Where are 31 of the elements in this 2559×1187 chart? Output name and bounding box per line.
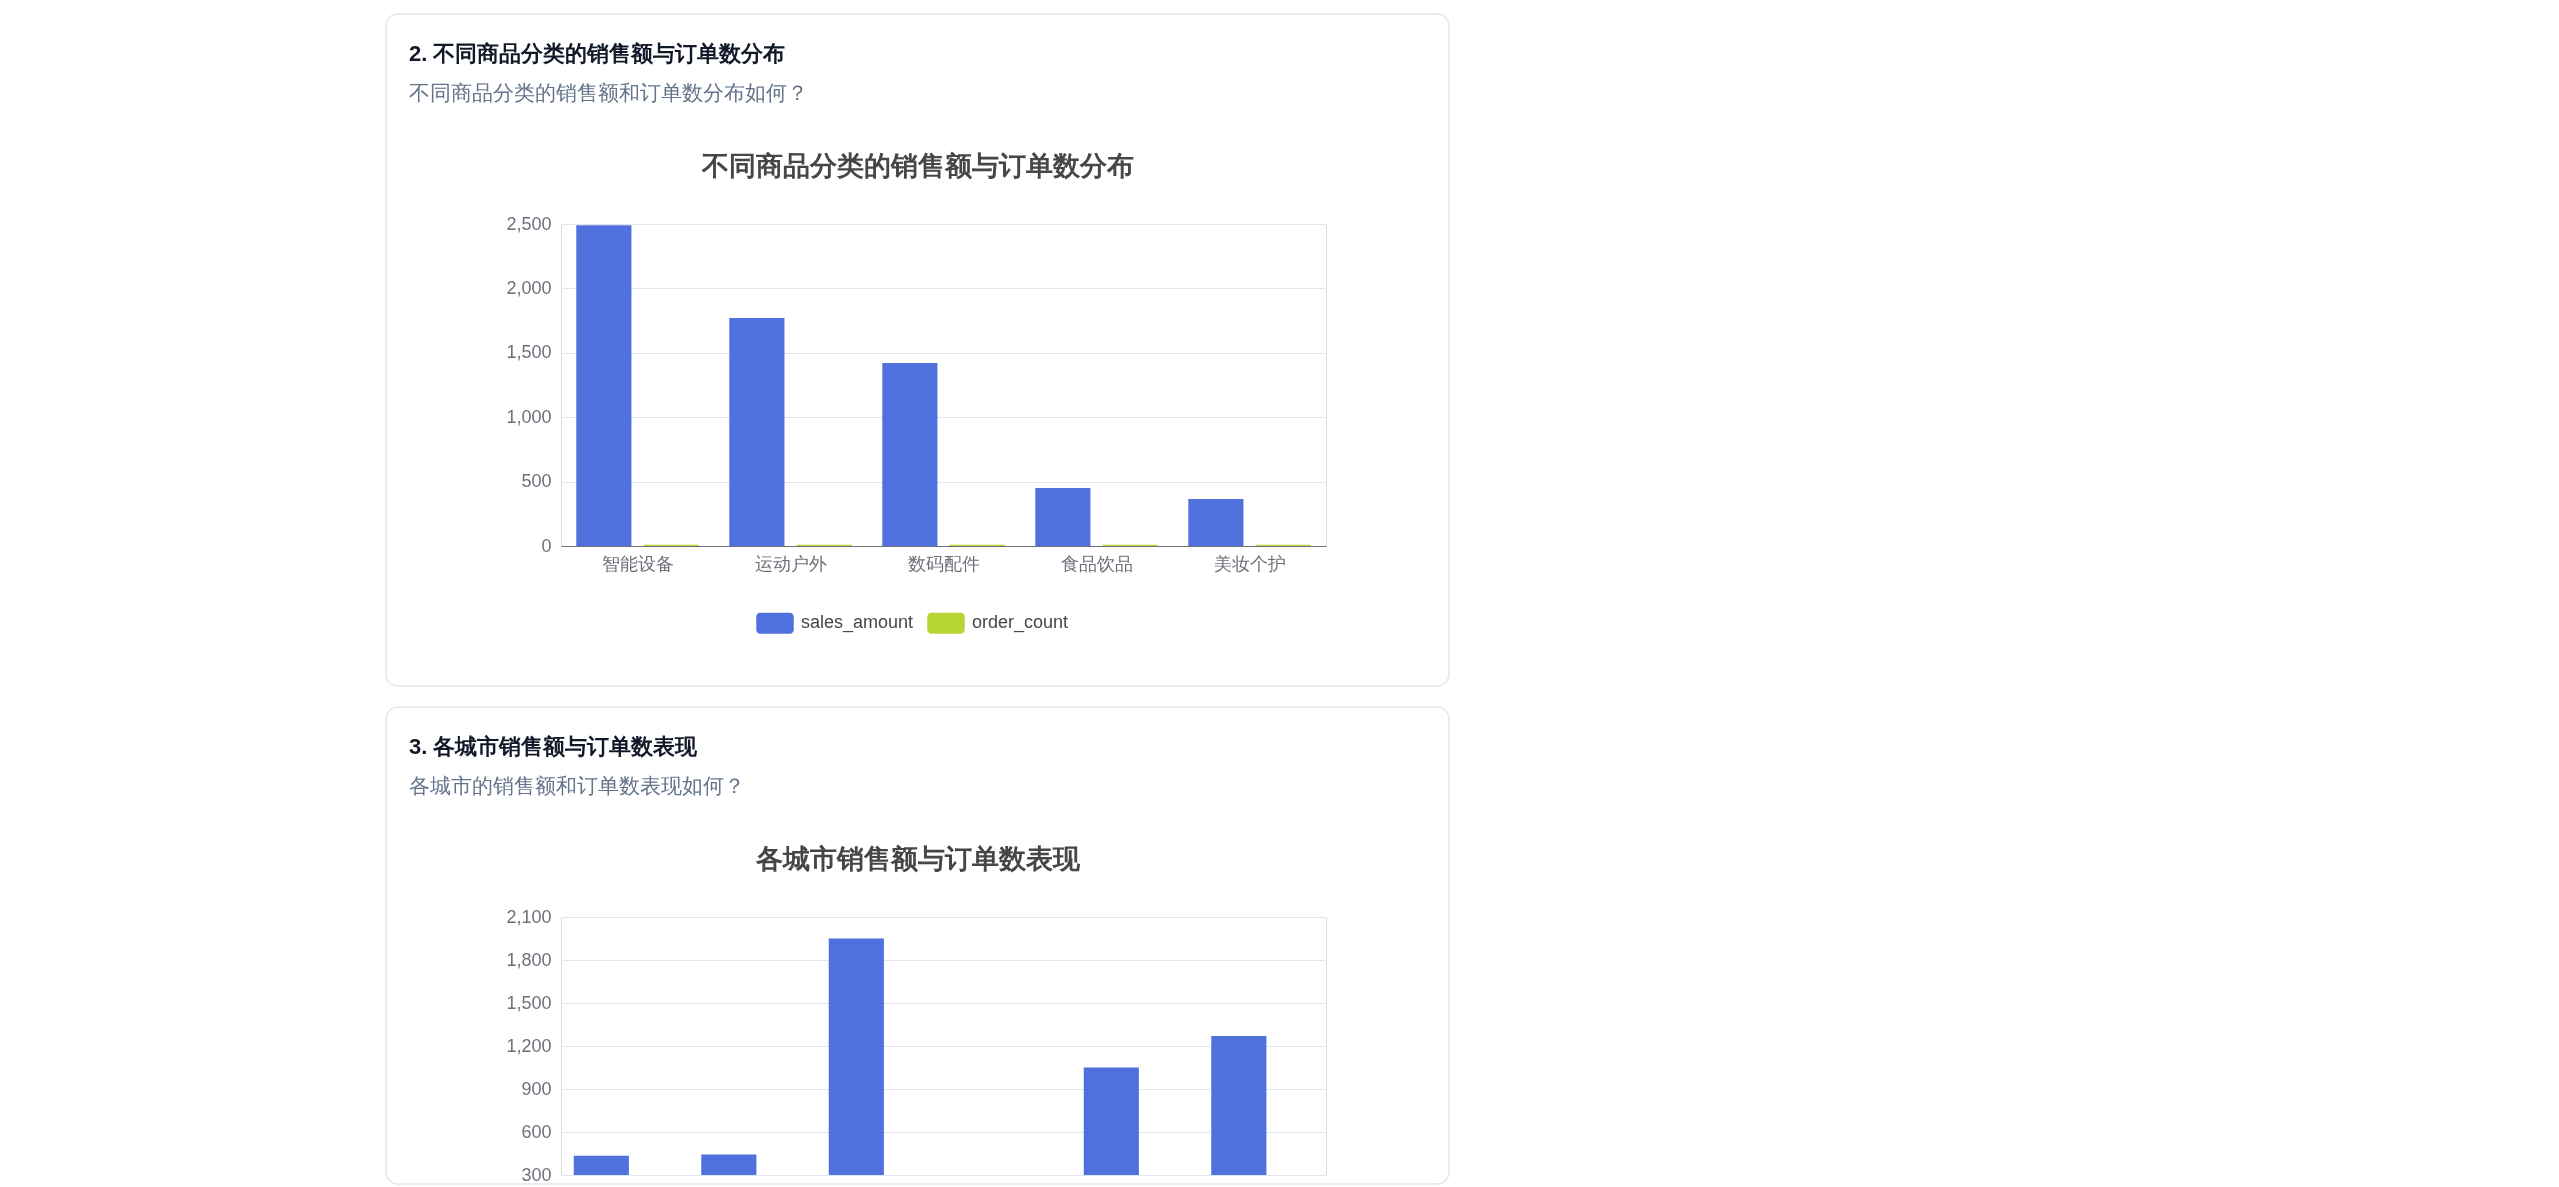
y-tick-label: 500 [521, 471, 552, 492]
y-tick-label: 0 [541, 535, 552, 556]
bar [729, 318, 785, 546]
y-tick-label: 300 [521, 1164, 552, 1185]
y-tick-label: 2,000 [506, 277, 552, 298]
text: 2. 不同商品分类的销售额与订单数分布 [409, 41, 786, 66]
x-tick-label: 食品饮品 [1060, 553, 1133, 574]
text: 各城市的销售额和订单数表现如何？ [409, 774, 745, 797]
y-tick-label: 1,000 [506, 406, 552, 427]
bar [1188, 498, 1244, 546]
y-tick-label: 900 [521, 1078, 552, 1099]
y-tick-label: 1,200 [506, 1035, 552, 1056]
text: 3. 各城市销售额与订单数表现 [409, 734, 699, 759]
chart-title: 不同商品分类的销售额与订单数分布 [700, 151, 1134, 182]
x-tick-label: 运动户外 [754, 553, 827, 574]
bar [576, 225, 632, 546]
chart-title: 各城市销售额与订单数表现 [754, 844, 1081, 875]
text: 不同商品分类的销售额和订单数分布如何？ [409, 81, 808, 104]
x-tick-label: 智能设备 [601, 553, 674, 574]
bar [1035, 488, 1091, 546]
y-tick-label: 1,500 [506, 342, 552, 363]
x-tick-label: 数码配件 [907, 553, 980, 574]
y-tick-label: 600 [521, 1121, 552, 1142]
y-tick-label: 1,500 [506, 992, 552, 1013]
legend-label: sales_amount [801, 612, 914, 634]
y-tick-label: 2,100 [506, 906, 552, 927]
bar [882, 363, 938, 546]
legend-label: order_count [972, 612, 1069, 634]
y-tick-label: 1,800 [506, 949, 552, 970]
y-tick-label: 2,500 [506, 213, 552, 234]
x-tick-label: 美妆个护 [1213, 553, 1286, 574]
